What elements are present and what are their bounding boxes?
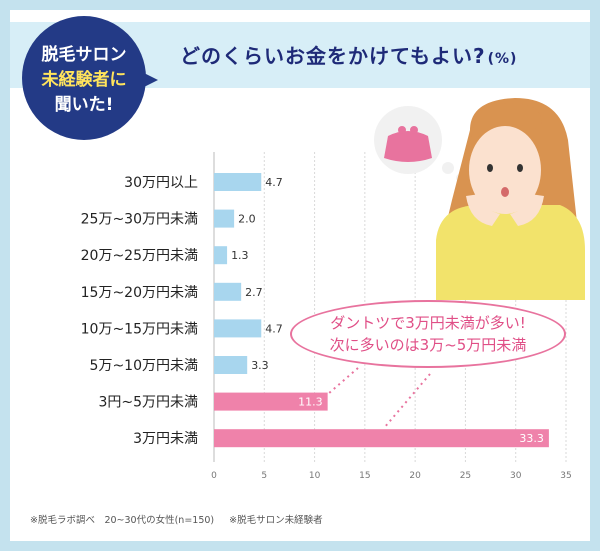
x-tick-label: 5: [261, 471, 267, 481]
value-label: 33.3: [519, 432, 544, 445]
value-label: 4.7: [265, 176, 283, 189]
x-tick-label: 30: [510, 471, 522, 481]
badge-line-1: 脱毛サロン: [41, 45, 127, 65]
badge-line-2: 未経験者に: [41, 70, 127, 90]
footnote: ※脱毛ラボ調べ 20~30代の女性(n=150) ※脱毛サロン未経験者: [30, 512, 335, 526]
bar: [214, 429, 549, 448]
survey-badge: 脱毛サロン 未経験者に 聞いた!: [22, 16, 158, 140]
callout-line-2: 次に多いのは3万~5万円未満: [329, 336, 527, 354]
value-label: 3.3: [251, 359, 269, 372]
bar: [214, 246, 228, 265]
bar: [214, 319, 262, 338]
x-tick-label: 35: [560, 471, 571, 481]
chart-title: どのくらいお金をかけてもよい? (%): [180, 44, 518, 68]
category-label: 10万~15万円未満: [81, 321, 198, 337]
x-tick-label: 20: [409, 471, 421, 481]
category-label: 3万円未満: [133, 431, 198, 447]
bar: [214, 173, 262, 191]
bar: [214, 282, 242, 301]
bar: [214, 392, 328, 411]
value-label: 4.7: [265, 322, 283, 335]
footnote-note: ※脱毛サロン未経験者: [229, 515, 323, 526]
category-label: 30万円以上: [124, 175, 198, 191]
category-label: 15万~20万円未満: [81, 285, 198, 301]
value-label: 1.3: [231, 249, 249, 262]
category-label: 3円~5万円未満: [98, 395, 198, 411]
value-label: 2.7: [245, 286, 263, 299]
callout-connector: [327, 367, 359, 395]
x-tick-label: 10: [309, 471, 321, 481]
purse-icon: [384, 126, 432, 162]
badge-tail: [138, 70, 158, 90]
badge-line-3: 聞いた!: [54, 95, 114, 115]
unit-label: (%): [487, 51, 518, 67]
x-tick-label: 25: [460, 471, 471, 481]
category-label: 25万~30万円未満: [81, 212, 198, 228]
footnote-source: ※脱毛ラボ調べ 20~30代の女性(n=150): [30, 515, 215, 526]
bar: [214, 209, 235, 228]
callout-bubble: ダントツで3万円未満が多い! 次に多いのは3万~5万円未満: [290, 300, 566, 368]
value-label: 2.0: [238, 213, 256, 226]
x-tick-label: 15: [359, 471, 370, 481]
value-label: 11.3: [298, 396, 323, 409]
x-tick-label: 0: [211, 471, 217, 481]
callout-line-1: ダントツで3万円未満が多い!: [330, 314, 526, 332]
thought-bubble-dot: [442, 162, 454, 174]
woman-figure: [436, 98, 585, 300]
bar: [214, 356, 248, 374]
category-label: 5万~10万円未満: [90, 358, 198, 374]
category-label: 20万~25万円未満: [81, 248, 198, 264]
